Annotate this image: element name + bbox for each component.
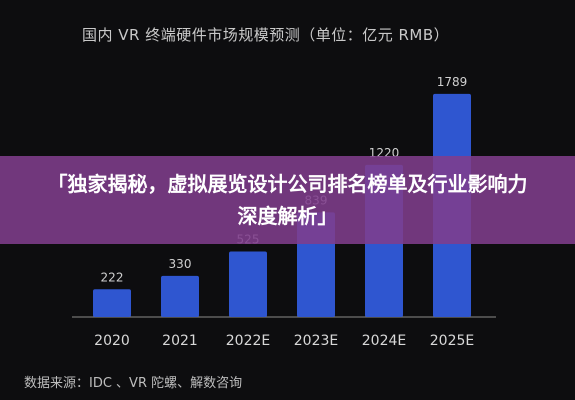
data-label-2020: 222 <box>101 270 124 284</box>
bar-2022E <box>229 251 267 317</box>
x-tick-label-2021: 2021 <box>162 333 198 349</box>
x-tick-label-2022E: 2022E <box>226 333 270 349</box>
x-tick-label-2024E: 2024E <box>362 333 406 349</box>
x-tick-label-2020: 2020 <box>94 333 130 349</box>
x-tick-label-2025E: 2025E <box>430 333 474 349</box>
data-label-2021: 330 <box>169 257 192 271</box>
bar-2021 <box>161 275 199 317</box>
chart-title: 国内 VR 终端硬件市场规模预测（单位：亿元 RMB） <box>82 26 450 44</box>
bar-2020 <box>93 289 131 317</box>
data-label-2025E: 1789 <box>437 75 468 89</box>
data-source-note: 数据来源：IDC 、VR 陀螺、解数咨询 <box>24 376 243 391</box>
x-tick-label-2023E: 2023E <box>294 333 338 349</box>
headline-text: 「独家揭秘，虚拟展览设计公司排名榜单及行业影响力深度解析」 <box>47 172 528 228</box>
headline-banner: 「独家揭秘，虚拟展览设计公司排名榜单及行业影响力深度解析」 <box>0 156 575 244</box>
